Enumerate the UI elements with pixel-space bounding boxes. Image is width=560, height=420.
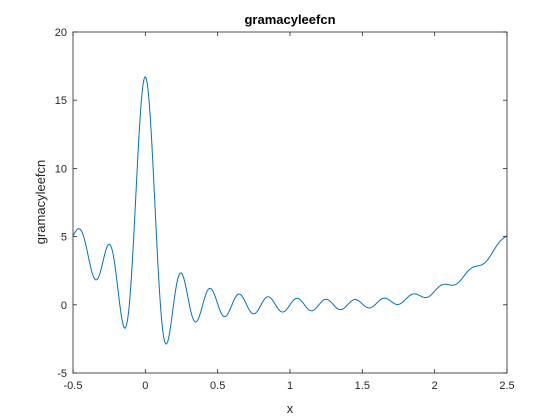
x-axis-label: x bbox=[287, 401, 294, 416]
x-tick-label: 2.5 bbox=[499, 380, 514, 392]
y-tick-label: 5 bbox=[61, 232, 67, 244]
x-tick-label: 0.5 bbox=[210, 380, 225, 392]
x-tick-label: 1.5 bbox=[355, 380, 370, 392]
x-tick-label: 0 bbox=[142, 380, 148, 392]
y-tick-label: -5 bbox=[57, 368, 67, 380]
x-tick-label: -0.5 bbox=[64, 380, 83, 392]
series-line bbox=[73, 76, 507, 345]
x-tick-label: 2 bbox=[432, 380, 438, 392]
plot-area bbox=[73, 32, 507, 373]
y-tick-label: 20 bbox=[55, 27, 67, 39]
x-tick-label: 1 bbox=[287, 380, 293, 392]
chart-title: gramacyleefcn bbox=[244, 12, 335, 27]
y-tick-label: 0 bbox=[61, 300, 67, 312]
y-tick-label: 10 bbox=[55, 163, 67, 175]
plot-frame bbox=[72, 31, 508, 374]
y-tick-label: 15 bbox=[55, 95, 67, 107]
y-axis-label: gramacyleefcn bbox=[33, 160, 48, 245]
